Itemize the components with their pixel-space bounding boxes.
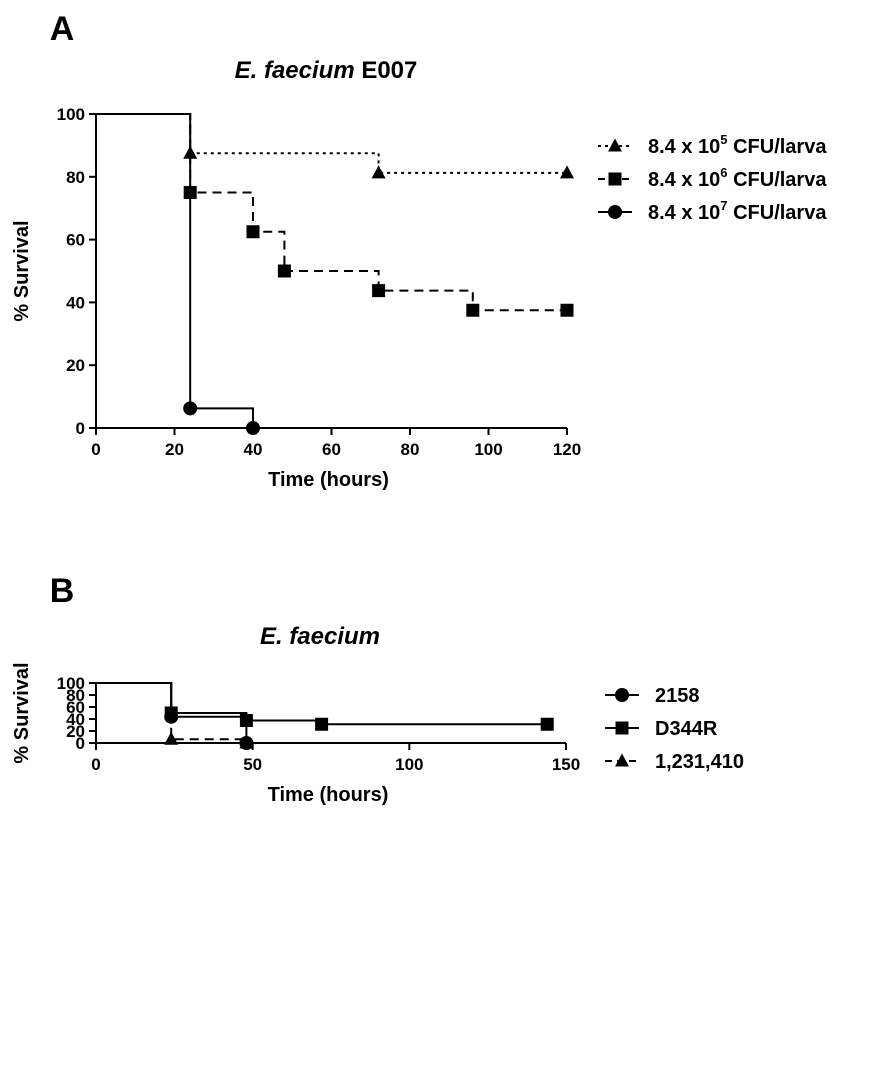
data-point	[277, 264, 291, 278]
data-point	[560, 303, 574, 317]
x-tick-label: 150	[552, 755, 580, 774]
data-point	[372, 284, 386, 298]
y-tick-label: 20	[66, 722, 85, 741]
legend-marker	[615, 721, 629, 735]
series-line	[96, 682, 248, 743]
x-axis-label: Time (hours)	[268, 784, 389, 806]
chart-title-species: E. faecium	[260, 623, 380, 650]
y-tick-label: 60	[66, 231, 85, 250]
data-point	[540, 717, 554, 731]
data-point	[183, 401, 198, 416]
chart-title: E. faecium E007	[235, 57, 418, 84]
x-tick-label: 100	[474, 440, 502, 459]
legend-entry: D344R	[605, 718, 718, 740]
y-tick-label: 40	[66, 293, 85, 312]
legend-marker	[608, 205, 622, 219]
series-8-4-x-10-5-cfu-larva	[96, 113, 574, 179]
x-tick-label: 60	[322, 440, 341, 459]
y-tick-label: 0	[76, 734, 85, 753]
y-tick-label: 80	[66, 168, 85, 187]
legend-label: 8.4 x 107 CFU/larva	[648, 198, 827, 224]
legend-label: 2158	[655, 685, 700, 707]
y-tick-label: 0	[76, 419, 85, 438]
series-8-4-x-10-6-cfu-larva	[96, 113, 574, 317]
series-d344r	[96, 682, 554, 731]
y-tick-label: 20	[66, 356, 85, 375]
legend-entry: 8.4 x 105 CFU/larva	[598, 132, 827, 158]
y-axis-label: % Survival	[11, 662, 33, 763]
series-line	[96, 113, 567, 312]
legend-entry: 2158	[605, 685, 700, 707]
series-line	[96, 113, 567, 174]
data-point	[315, 717, 329, 731]
legend-label: 8.4 x 105 CFU/larva	[648, 132, 827, 158]
legend-marker	[608, 172, 622, 186]
data-point	[246, 225, 260, 239]
x-tick-label: 120	[553, 440, 581, 459]
x-tick-label: 50	[243, 755, 262, 774]
data-point	[239, 735, 254, 749]
panel-a: A E. faecium E007 0 20 40 60 80 100 0 20 40 60 80 100…	[11, 10, 827, 491]
legend-label: D344R	[655, 718, 718, 740]
y-tick-label: 80	[66, 686, 85, 705]
data-point	[560, 165, 574, 179]
x-tick-label: 20	[165, 440, 184, 459]
y-tick-label: 60	[66, 698, 85, 717]
y-axis-label: % Survival	[11, 220, 33, 321]
x-tick-label: 100	[395, 755, 423, 774]
legend-entry: 8.4 x 107 CFU/larva	[598, 198, 827, 224]
y-tick-label: 40	[66, 710, 85, 729]
series-8-4-x-10-7-cfu-larva	[96, 113, 260, 435]
data-point	[466, 303, 480, 317]
data-point	[164, 731, 179, 745]
x-tick-label: 40	[244, 440, 263, 459]
series-1-231-410	[96, 682, 254, 749]
data-point	[371, 165, 386, 179]
legend-marker	[615, 753, 629, 767]
x-axis-label: Time (hours)	[268, 469, 389, 491]
legend-marker	[608, 138, 622, 152]
data-point	[239, 714, 253, 727]
chart-title-species: E. faecium	[235, 57, 355, 84]
x-tick-label: 0	[91, 440, 100, 459]
panel-letter: A	[50, 10, 75, 48]
y-tick-label: 100	[57, 105, 85, 124]
series-line	[96, 113, 254, 428]
chart-title-strain: E007	[355, 57, 418, 84]
legend-marker	[615, 688, 629, 702]
y-tick-label: 100	[57, 674, 85, 693]
legend-entry: 1,231,410	[605, 751, 744, 773]
panel-letter: B	[50, 572, 75, 610]
legend-label: 8.4 x 106 CFU/larva	[648, 165, 827, 191]
chart-title: E. faecium	[260, 623, 380, 650]
x-tick-label: 0	[91, 755, 100, 774]
legend-label: 1,231,410	[655, 751, 744, 773]
data-point	[246, 421, 260, 435]
x-tick-label: 80	[401, 440, 420, 459]
legend-entry: 8.4 x 106 CFU/larva	[598, 165, 827, 191]
